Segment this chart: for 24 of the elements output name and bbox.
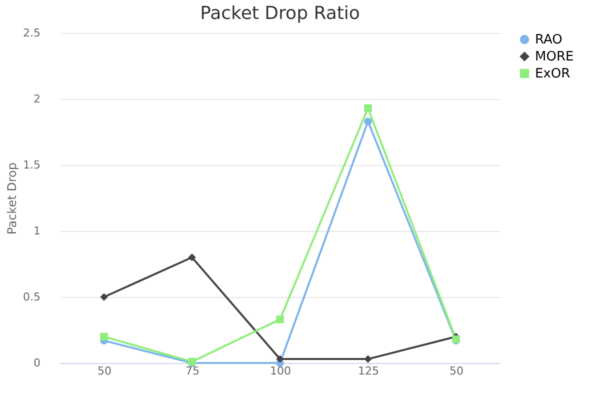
chart-title: Packet Drop Ratio (200, 3, 360, 24)
legend-label: ExOR (535, 66, 570, 82)
y-tick-label: 2 (34, 92, 40, 106)
x-tick-label: 75 (186, 364, 200, 378)
point (100, 293, 108, 301)
point (100, 332, 108, 340)
x-tick-label: 100 (270, 364, 291, 378)
x-tick-label: 50 (98, 364, 112, 378)
y-tick-label: 2.5 (23, 26, 40, 40)
point (364, 355, 372, 363)
point (276, 316, 284, 324)
y-axis-title: Packet Drop (5, 162, 20, 234)
x-tick-label: 50 (450, 364, 464, 378)
point (364, 104, 372, 112)
y-tick-label: 0.5 (23, 290, 40, 304)
y-tick-label: 1.5 (23, 158, 40, 172)
y-tick-label: 0 (34, 356, 40, 370)
point (364, 118, 372, 126)
x-tick-label: 125 (358, 364, 379, 378)
point (276, 355, 284, 363)
y-tick-label: 1 (34, 224, 40, 238)
legend-label: MORE (535, 50, 574, 64)
point (188, 254, 196, 262)
legend-label: RAO (535, 32, 562, 48)
